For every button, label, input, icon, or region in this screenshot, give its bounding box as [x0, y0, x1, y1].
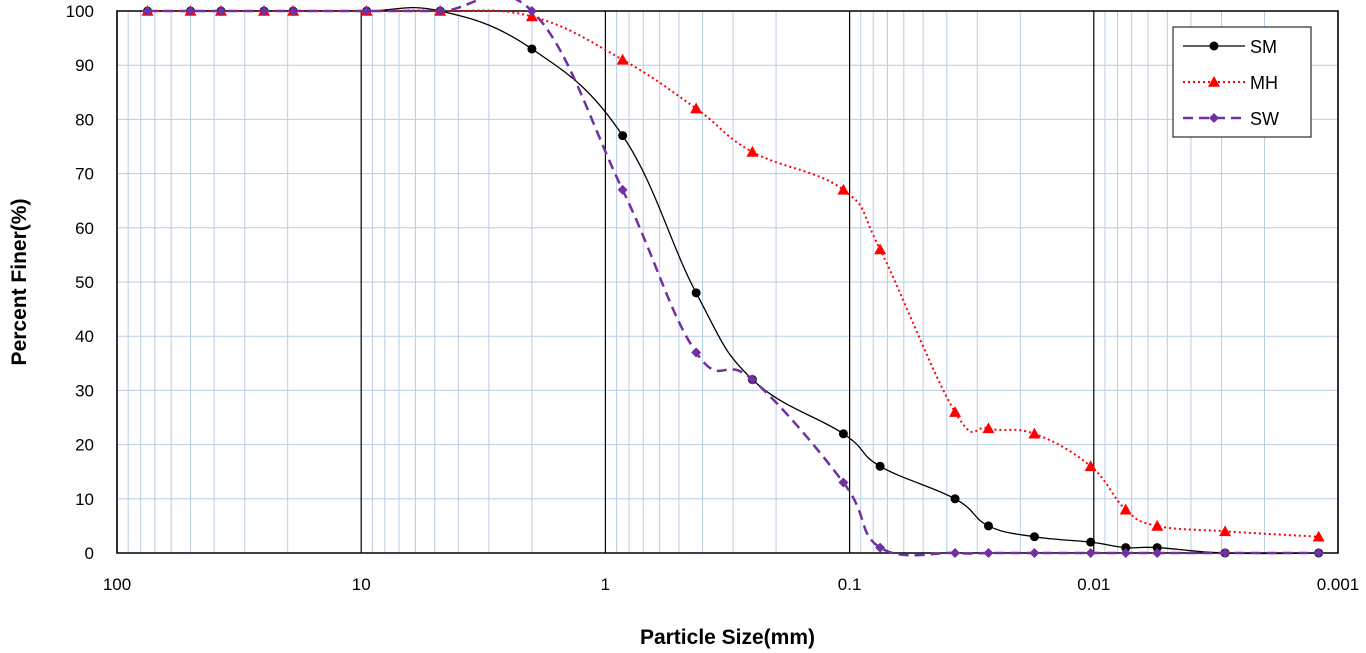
data-point-sm: [1152, 543, 1162, 553]
data-point-sw: [1313, 548, 1324, 558]
data-point-sm: [1086, 537, 1096, 547]
data-point-mh: [746, 145, 759, 157]
y-tick-label: 60: [75, 219, 94, 238]
data-point-sm: [1029, 532, 1039, 542]
data-point-mh: [1219, 525, 1232, 537]
series-sw: [142, 0, 1324, 558]
y-axis-title: Percent Finer(%): [8, 199, 31, 366]
y-tick-label: 70: [75, 165, 94, 184]
data-point-mh: [1084, 460, 1097, 472]
data-point-sw: [1220, 548, 1231, 558]
data-point-sw: [875, 542, 886, 553]
minor-gridlines: [117, 10, 1338, 554]
data-point-sm: [691, 288, 701, 298]
data-point-mh: [874, 243, 887, 255]
data-point-mh: [1312, 530, 1325, 542]
series-line-sm: [147, 6, 1319, 555]
x-tick-labels: 100 10 1 0.1 0.01 0.001: [103, 575, 1359, 594]
data-point-mh: [1119, 503, 1132, 515]
data-point-sw: [1120, 548, 1131, 558]
y-tick-label: 30: [75, 381, 94, 400]
data-point-sw: [526, 6, 537, 16]
x-axis-title: Particle Size(mm): [640, 626, 815, 649]
data-point-sm: [527, 44, 537, 54]
data-point-mh: [616, 53, 629, 65]
legend-item-sw: SW: [1183, 109, 1279, 129]
x-tick-label: 10: [352, 575, 371, 594]
y-tick-label: 100: [66, 2, 94, 21]
legend-items: SM MH SW: [1183, 37, 1279, 129]
data-point-sw: [1152, 548, 1163, 558]
data-point-sw: [838, 477, 849, 488]
data-point-mh: [837, 183, 850, 195]
data-point-sm: [983, 521, 993, 531]
y-tick-label: 50: [75, 273, 94, 292]
y-tick-label: 20: [75, 436, 94, 455]
data-point-sw: [617, 184, 628, 195]
legend-item-sm: SM: [1183, 37, 1277, 57]
data-point-sw: [185, 6, 196, 16]
y-tick-label: 40: [75, 327, 94, 346]
x-tick-label: 0.01: [1077, 575, 1110, 594]
data-point-sw: [747, 374, 758, 385]
data-point-sw: [259, 6, 270, 16]
y-tick-label: 90: [75, 56, 94, 75]
y-tick-label: 0: [85, 544, 94, 563]
data-point-sw: [142, 6, 153, 16]
data-point-sw: [1029, 548, 1040, 558]
data-point-sw: [216, 6, 227, 16]
data-point-sw: [950, 548, 961, 558]
y-tick-label: 80: [75, 110, 94, 129]
data-point-sm: [1121, 543, 1131, 553]
legend-marker-sw: [1209, 113, 1219, 123]
data-point-sm: [950, 494, 960, 504]
x-tick-label: 0.001: [1317, 575, 1360, 594]
data-point-sw: [691, 347, 702, 358]
data-point-sm: [838, 429, 848, 439]
data-point-mh: [949, 406, 962, 417]
series-line-mh: [147, 9, 1319, 538]
data-point-sw: [361, 6, 372, 16]
legend-label-sm: SM: [1250, 37, 1277, 57]
data-point-mh: [1151, 519, 1164, 531]
y-tick-labels: 0 10 20 30 40 50 60 70 80 90 100: [66, 2, 94, 563]
y-tick-label: 10: [75, 490, 94, 509]
x-tick-label: 1: [601, 575, 610, 594]
legend: SM MH SW: [1172, 26, 1312, 138]
series-layer: [141, 0, 1325, 558]
data-point-sw: [288, 6, 299, 16]
legend-marker-mh: [1208, 76, 1220, 87]
x-tick-label: 0.1: [838, 575, 862, 594]
legend-box: [1172, 26, 1312, 138]
legend-item-mh: MH: [1183, 73, 1278, 93]
data-point-sm: [618, 131, 628, 141]
data-point-sw: [1085, 548, 1096, 558]
x-tick-label: 100: [103, 575, 131, 594]
data-point-mh: [1028, 427, 1041, 439]
data-point-mh: [690, 102, 703, 114]
legend-marker-sm: [1209, 41, 1219, 51]
data-point-mh: [982, 422, 995, 434]
legend-label-sw: SW: [1250, 109, 1279, 129]
data-point-sw: [435, 6, 446, 16]
plot-frame: [116, 10, 1339, 554]
data-point-sm: [875, 461, 885, 471]
legend-label-mh: MH: [1250, 73, 1278, 93]
data-point-sw: [983, 548, 994, 558]
